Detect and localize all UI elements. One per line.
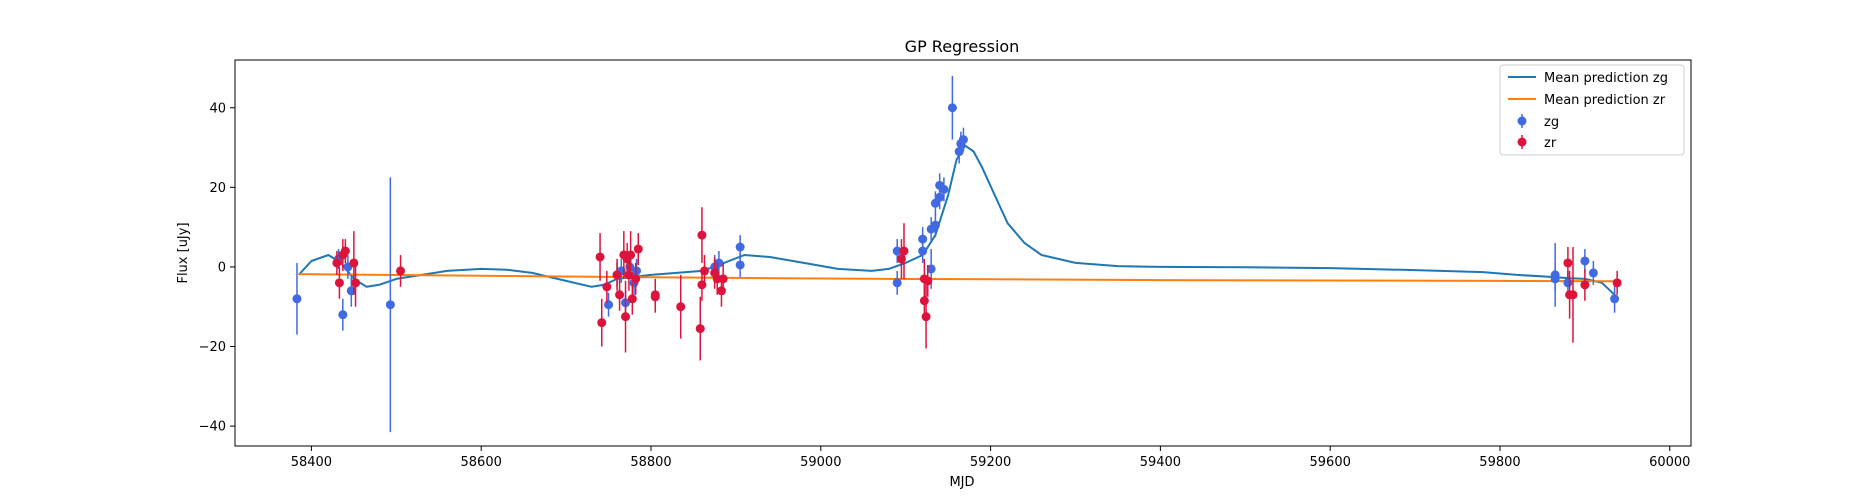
legend-label-zr-points: zr <box>1544 136 1557 151</box>
y-tick-label: 40 <box>209 101 226 116</box>
data-point-zr <box>621 312 631 322</box>
data-point-zg <box>954 147 964 157</box>
data-point-zg <box>338 310 348 320</box>
data-point-zr <box>396 266 406 276</box>
points-zr <box>332 207 1622 361</box>
legend-label-zr-line: Mean prediction zr <box>1544 93 1666 108</box>
data-point-zg <box>918 246 928 256</box>
x-tick-label: 60000 <box>1649 455 1690 470</box>
data-point-zg <box>714 258 724 268</box>
data-point-zg <box>947 103 957 113</box>
plot-frame <box>234 59 1692 447</box>
x-tick-label: 59200 <box>970 455 1011 470</box>
data-point-zg <box>958 135 968 145</box>
legend-marker-zg <box>1517 116 1527 126</box>
x-tick-label: 59800 <box>1479 455 1520 470</box>
data-point-zg <box>735 260 745 270</box>
data-point-zg <box>604 300 614 310</box>
points-zg <box>292 75 1620 433</box>
series-line-zr <box>298 273 1615 283</box>
plot-area <box>292 75 1622 433</box>
y-tick-label: 20 <box>209 181 226 196</box>
data-point-zr <box>615 290 625 300</box>
x-tick-label: 58800 <box>630 455 671 470</box>
data-point-zr <box>602 282 612 292</box>
data-point-zg <box>892 278 902 288</box>
y-tick-label: −20 <box>199 340 226 355</box>
data-point-zg <box>1610 294 1620 304</box>
data-point-zr <box>627 294 637 304</box>
data-point-zr <box>351 278 361 288</box>
data-point-zg <box>292 294 302 304</box>
data-point-zr <box>349 258 359 268</box>
series-line-zg <box>297 144 1616 296</box>
x-tick-label: 59000 <box>800 455 841 470</box>
data-point-zr <box>1563 258 1573 268</box>
data-point-zr <box>626 250 636 260</box>
data-point-zg <box>939 184 949 194</box>
y-tick-label: 0 <box>218 260 226 275</box>
data-point-zr <box>332 258 342 268</box>
plot-content <box>292 75 1622 433</box>
legend-marker-zr <box>1517 137 1527 147</box>
data-point-zr <box>716 286 726 296</box>
data-point-zr <box>695 324 705 334</box>
legend-label-zg-points: zg <box>1544 115 1559 130</box>
data-point-zr <box>676 302 686 312</box>
x-tick-label: 59600 <box>1310 455 1351 470</box>
data-point-zg <box>930 220 940 230</box>
data-point-zr <box>597 318 607 328</box>
data-point-zr <box>718 274 728 284</box>
data-point-zr <box>1580 280 1590 290</box>
x-tick-label: 59400 <box>1140 455 1181 470</box>
data-point-zr <box>1612 278 1622 288</box>
data-point-zr <box>334 278 344 288</box>
data-point-zr <box>899 246 909 256</box>
data-point-zg <box>632 266 642 276</box>
data-point-zr <box>633 244 643 254</box>
y-axis: −40 −20 0 20 40 <box>199 101 235 435</box>
data-point-zg <box>735 242 745 252</box>
data-point-zg <box>1580 256 1590 266</box>
data-point-zr <box>921 312 931 322</box>
data-point-zg <box>1563 278 1573 288</box>
x-tick-label: 58600 <box>461 455 502 470</box>
data-point-zg <box>892 246 902 256</box>
x-tick-label: 58400 <box>291 455 332 470</box>
y-tick-label: −40 <box>199 420 226 435</box>
data-point-zg <box>926 264 936 274</box>
data-point-zr <box>631 274 641 284</box>
x-axis: 58400 58600 58800 59000 59200 59400 59600 59800… <box>291 446 1690 470</box>
data-point-zr <box>340 246 350 256</box>
data-point-zr <box>1568 290 1578 300</box>
data-point-zr <box>595 252 605 262</box>
y-axis-label: Flux [uJy] <box>176 222 191 283</box>
chart-title: GP Regression <box>905 37 1020 56</box>
legend: Mean prediction zg Mean prediction zr zg… <box>1499 64 1685 156</box>
data-point-zr <box>612 270 622 280</box>
data-point-zr <box>697 230 707 240</box>
data-point-zr <box>923 276 933 286</box>
data-point-zr <box>699 266 709 276</box>
data-point-zr <box>919 296 929 306</box>
legend-label-zg-line: Mean prediction zg <box>1544 71 1668 86</box>
legend-box <box>1499 64 1685 156</box>
data-point-zg <box>385 300 395 310</box>
x-axis-label: MJD <box>949 475 974 490</box>
data-point-zg <box>1588 268 1598 278</box>
data-point-zg <box>1550 274 1560 284</box>
data-point-zr <box>650 292 660 302</box>
